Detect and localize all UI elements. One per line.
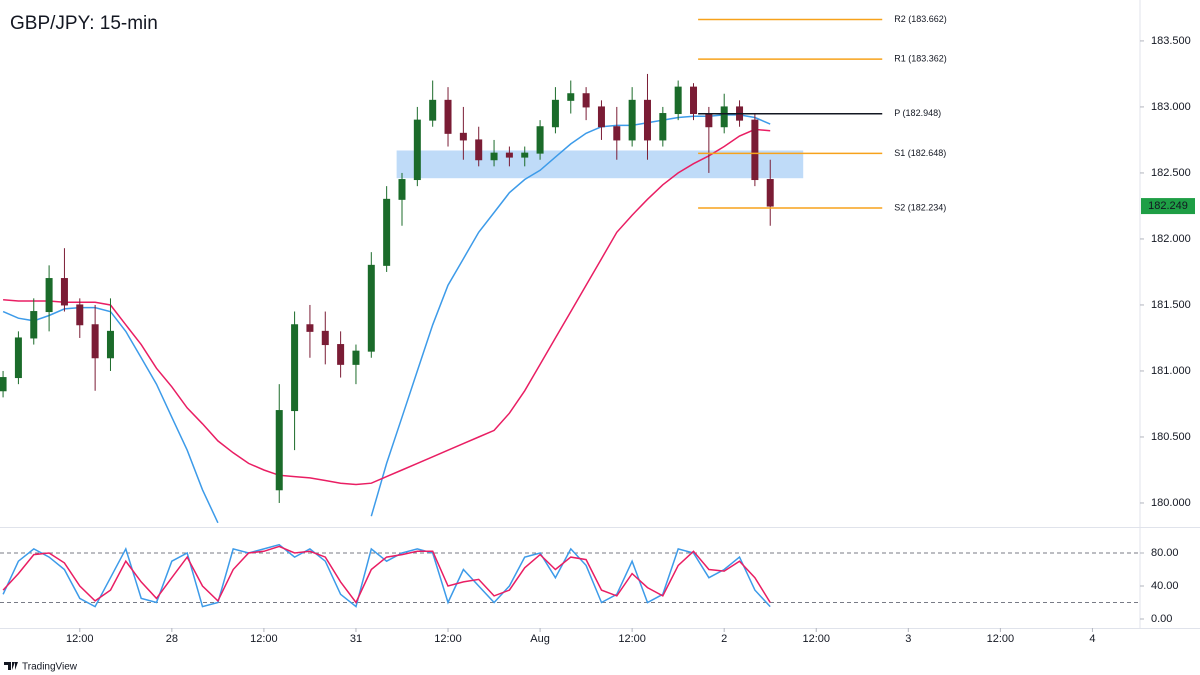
- candle-body: [14, 337, 22, 379]
- y-tick-label: 0.00: [1151, 613, 1172, 625]
- y-tick-label: 182.500: [1151, 167, 1191, 179]
- chart-title: GBP/JPY: 15-min: [10, 13, 158, 34]
- price-pane: [0, 73, 804, 524]
- stochastic-pane: [0, 543, 1140, 608]
- x-tick-label: 12:00: [618, 633, 646, 645]
- candle-body: [30, 311, 38, 339]
- candle-body: [0, 377, 7, 392]
- y-tick-label: 40.00: [1151, 580, 1179, 592]
- candle-body: [76, 304, 84, 326]
- pivot-label: S1 (182.648): [894, 148, 946, 158]
- x-tick-label: 12:00: [66, 633, 94, 645]
- candle-body: [613, 126, 621, 141]
- candle-body: [690, 86, 698, 115]
- candle-body: [674, 86, 682, 115]
- x-tick-label: 31: [350, 633, 362, 645]
- candle-body: [597, 106, 605, 128]
- y-tick-label: 181.000: [1151, 365, 1191, 377]
- axes: [0, 0, 1200, 632]
- candle-body: [429, 99, 437, 121]
- x-tick-label: 2: [721, 633, 727, 645]
- y-tick-label: 80.00: [1151, 547, 1179, 559]
- support-zone: [396, 150, 804, 179]
- y-tick-label: 181.500: [1151, 299, 1191, 311]
- footer-brand: TradingView: [22, 662, 78, 673]
- candle-body: [337, 344, 345, 365]
- candle-body: [91, 324, 99, 359]
- candle-body: [413, 119, 421, 181]
- y-tick-label: 180.500: [1151, 431, 1191, 443]
- pivot-label: P (182.948): [894, 108, 941, 118]
- pivot-label: S2 (182.234): [894, 202, 946, 212]
- candle-body: [521, 152, 529, 158]
- candle-body: [643, 99, 651, 141]
- last-price-label: 182.249: [1148, 200, 1188, 212]
- y-tick-label: 183.500: [1151, 35, 1191, 47]
- y-tick-label: 183.000: [1151, 101, 1191, 113]
- candle-body: [60, 278, 68, 306]
- candle-body: [383, 198, 391, 266]
- x-tick-label: 3: [905, 633, 911, 645]
- candle-body: [490, 152, 498, 161]
- candle-body: [751, 119, 759, 181]
- candle-body: [398, 179, 406, 200]
- candle-body: [505, 152, 513, 158]
- series-line: [2, 543, 771, 608]
- candle-body: [567, 93, 575, 101]
- candle-body: [106, 330, 114, 359]
- x-tick-label: Aug: [530, 633, 550, 645]
- y-tick-label: 182.000: [1151, 233, 1191, 245]
- candle-body: [352, 350, 360, 365]
- candle-body: [659, 113, 667, 141]
- candle-body: [291, 324, 299, 412]
- candle-body: [551, 99, 559, 128]
- last-price-box: [1141, 198, 1195, 215]
- candle-body: [459, 132, 467, 141]
- candle-body: [45, 278, 53, 313]
- pivot-label: R1 (183.362): [894, 54, 947, 64]
- candle-body: [444, 99, 452, 134]
- candle-body: [536, 126, 544, 154]
- candle-body: [367, 264, 375, 352]
- series-line: [3, 128, 771, 486]
- x-tick-label: 12:00: [250, 633, 278, 645]
- candle-body: [628, 99, 636, 141]
- y-tick-label: 180.000: [1151, 497, 1191, 509]
- series-line: [2, 545, 771, 604]
- x-tick-label: 28: [166, 633, 178, 645]
- candle-body: [321, 330, 329, 346]
- x-tick-label: 12:00: [987, 633, 1015, 645]
- tradingview-logo: [4, 662, 18, 670]
- candle-body: [766, 179, 774, 207]
- candle-body: [720, 106, 728, 128]
- candle-body: [705, 113, 713, 128]
- pivot-label: R2 (183.662): [894, 14, 947, 24]
- x-tick-label: 4: [1089, 633, 1095, 645]
- candle-body: [275, 410, 283, 491]
- candle-body: [475, 139, 483, 161]
- candle-body: [582, 93, 590, 108]
- x-tick-label: 12:00: [434, 633, 462, 645]
- candle-body: [306, 324, 314, 332]
- x-tick-label: 12:00: [802, 633, 830, 645]
